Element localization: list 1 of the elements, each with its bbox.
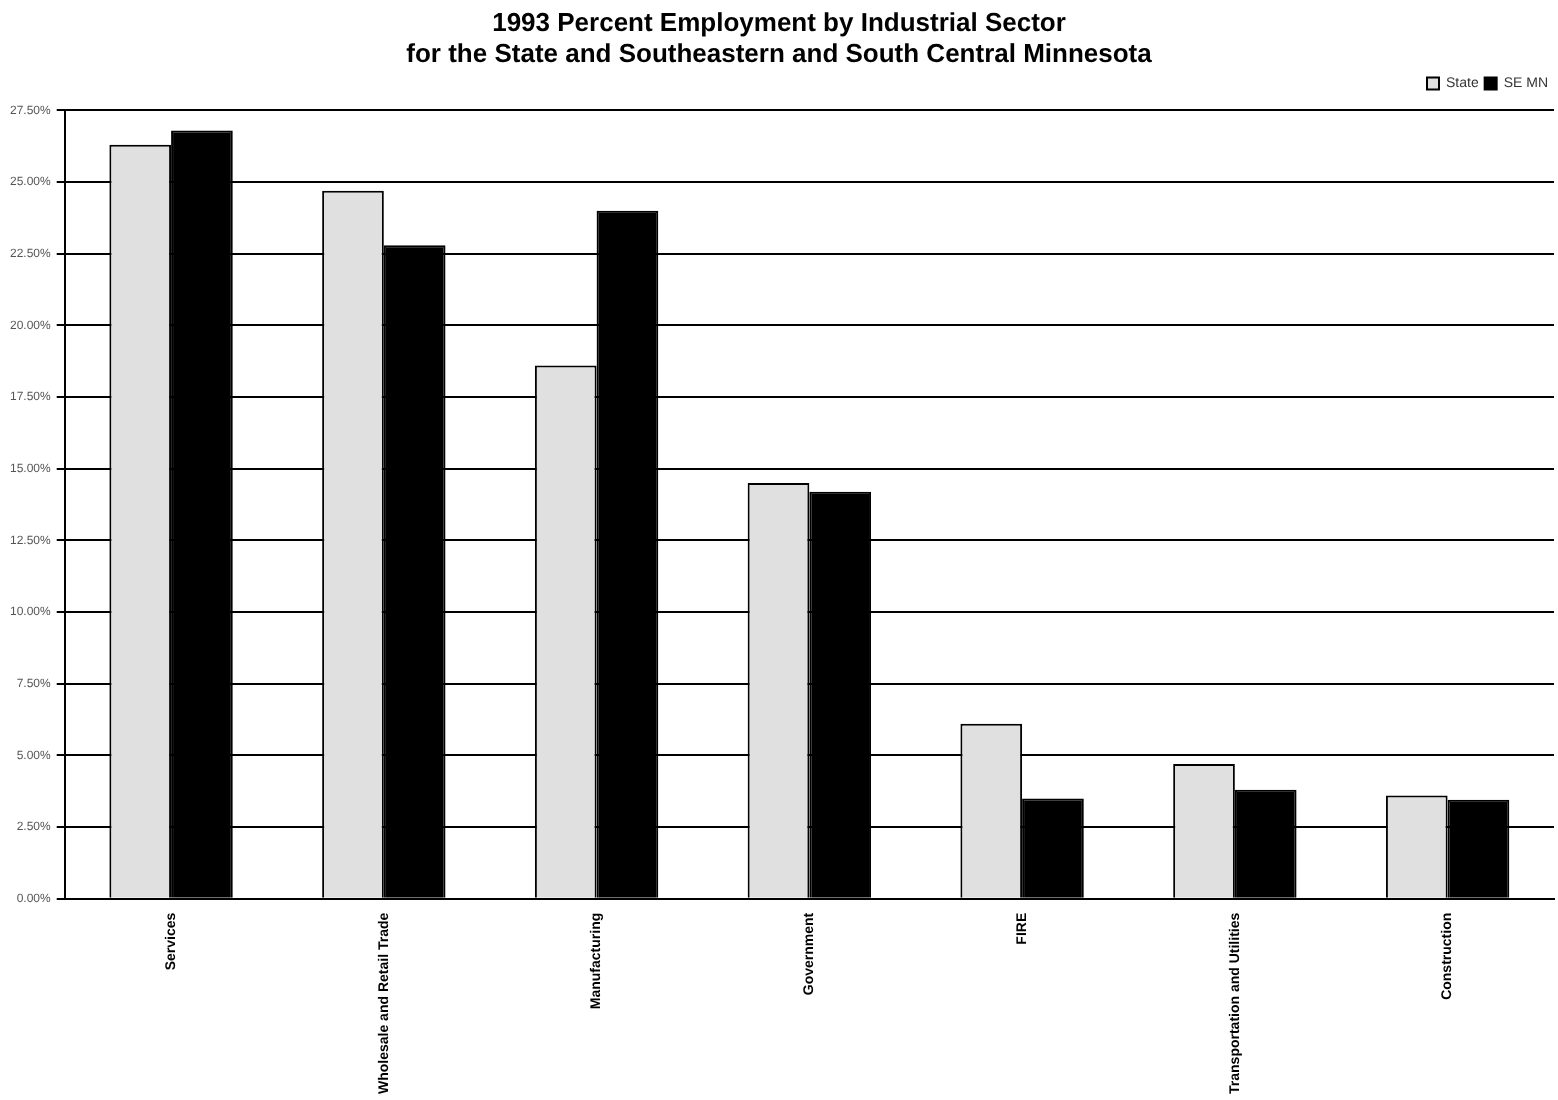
- chart-title: 1993 Percent Employment by Industrial Sector for the State and Southeastern and South Central Minnesota: [406, 6, 1154, 68]
